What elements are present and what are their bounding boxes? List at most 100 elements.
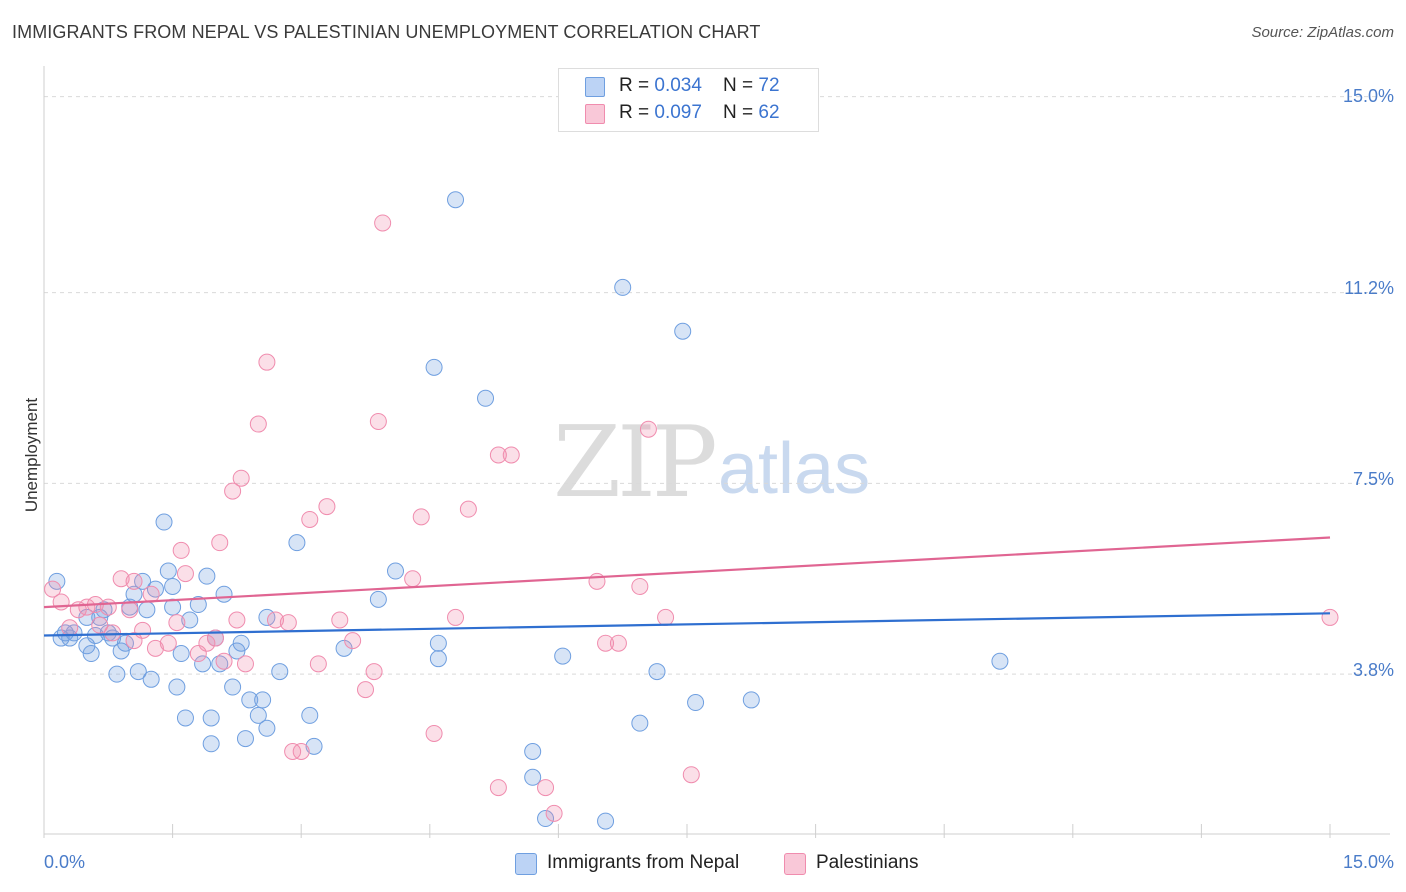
legend-swatch-blue [585,77,605,97]
palestinian-point-42 [425,724,443,742]
watermark-zip: ZIP [553,406,718,520]
legend-swatch-pink [585,104,605,124]
nepal-point-0 [48,572,66,590]
palestinian-point-13 [146,639,164,657]
nepal-point-42 [236,730,254,748]
nepal-point-62 [631,714,649,732]
palestinian-point-61 [1321,608,1339,626]
nepal-point-56 [614,278,632,296]
palestinian-trend-line [43,536,1331,609]
palestinian-point-9 [121,601,139,619]
nepal-point-34 [142,670,160,688]
nepal-point-37 [224,678,242,696]
palestinian-point-54 [639,420,657,438]
palestinian-point-55 [657,608,675,626]
nepal-point-48 [369,590,387,608]
nepal-point-15 [134,572,152,590]
x-tick-label-min: 0.0% [44,852,86,872]
palestinian-point-39 [369,412,387,430]
palestinian-point-57 [404,570,422,588]
nepal-point-46 [301,706,319,724]
palestinian-point-2 [61,619,79,637]
palestinian-point-5 [91,616,109,634]
palestinian-point-46 [502,446,520,464]
nepal-point-44 [202,735,220,753]
nepal-point-25 [198,567,216,585]
nepal-point-52 [429,650,447,668]
palestinian-point-49 [545,804,563,822]
palestinian-point-0 [44,580,62,598]
nepal-point-54 [425,358,443,376]
nepal-point-7 [82,645,100,663]
palestinian-point-40 [374,214,392,232]
palestinian-point-51 [597,634,615,652]
nepal-point-33 [129,663,147,681]
n-value-nepal: 72 [758,75,780,96]
palestinian-point-48 [537,779,555,797]
nepal-trend-line [43,612,1331,637]
palestinian-point-25 [236,655,254,673]
palestinian-point-12 [142,585,160,603]
palestinian-point-11 [134,621,152,639]
n-value-palestinians: 62 [758,102,780,123]
nepal-point-35 [168,678,186,696]
palestinian-point-47 [489,779,507,797]
palestinian-point-32 [301,510,319,528]
palestinian-point-37 [357,681,374,699]
chart-title: IMMIGRANTS FROM NEPAL VS PALESTINIAN UNE… [12,22,761,42]
nepal-point-60 [537,810,555,828]
palestinian-point-29 [279,614,297,632]
palestinian-point-45 [489,446,507,464]
nepal-point-63 [648,663,666,681]
nepal-point-61 [597,812,615,830]
palestinian-point-38 [365,663,383,681]
nepal-point-47 [288,534,306,552]
palestinian-point-59 [125,572,143,590]
palestinian-point-14 [159,634,177,652]
y-axis-label: Unemployment [22,397,41,513]
nepal-point-58 [524,742,542,760]
palestinian-point-21 [211,534,229,552]
nepal-point-27 [215,585,233,603]
palestinian-point-19 [198,634,216,652]
r-value-palestinians: 0.097 [654,102,702,123]
nepal-point-65 [742,691,760,709]
nepal-point-21 [172,645,190,663]
nepal-point-59 [524,768,542,786]
palestinian-point-8 [112,570,130,588]
nepal-point-19 [159,562,177,580]
legend-text-palestinians: R = 0.097 N = 62 [619,102,780,123]
x-tick-label-max: 15.0% [1342,852,1394,872]
nepal-point-66 [554,647,572,665]
nepal-point-70 [164,577,182,595]
nepal-point-41 [202,709,220,727]
legend-label-palestinians: Palestinians [816,852,919,873]
nepal-point-36 [108,665,126,683]
palestinian-point-22 [215,652,233,670]
legend-swatch-palestinians [784,853,806,875]
y-tick-label-11-2: 11.2% [1344,278,1394,298]
nepal-point-16 [138,601,156,619]
palestinian-point-50 [588,572,606,590]
palestinian-point-53 [631,577,649,595]
nepal-point-49 [387,562,405,580]
nepal-point-43 [258,719,276,737]
y-tick-label-3-8: 3.8% [1352,660,1394,680]
nepal-point-51 [429,634,447,652]
r-value-nepal: 0.034 [654,75,702,96]
nepal-point-23 [189,596,207,614]
watermark-atlas: atlas [718,429,871,509]
palestinian-point-28 [266,611,284,629]
nepal-point-45 [305,737,323,755]
nepal-point-32 [271,663,289,681]
series-legend: Immigrants from Nepal Palestinians [0,852,1406,876]
palestinian-point-15 [168,614,186,632]
nepal-point-18 [155,513,173,531]
y-tick-label-15: 15.0% [1342,86,1394,106]
palestinian-point-56 [682,766,700,784]
palestinian-point-34 [318,498,336,516]
nepal-point-22 [181,611,199,629]
palestinian-point-52 [609,634,627,652]
palestinian-point-20 [206,629,224,647]
